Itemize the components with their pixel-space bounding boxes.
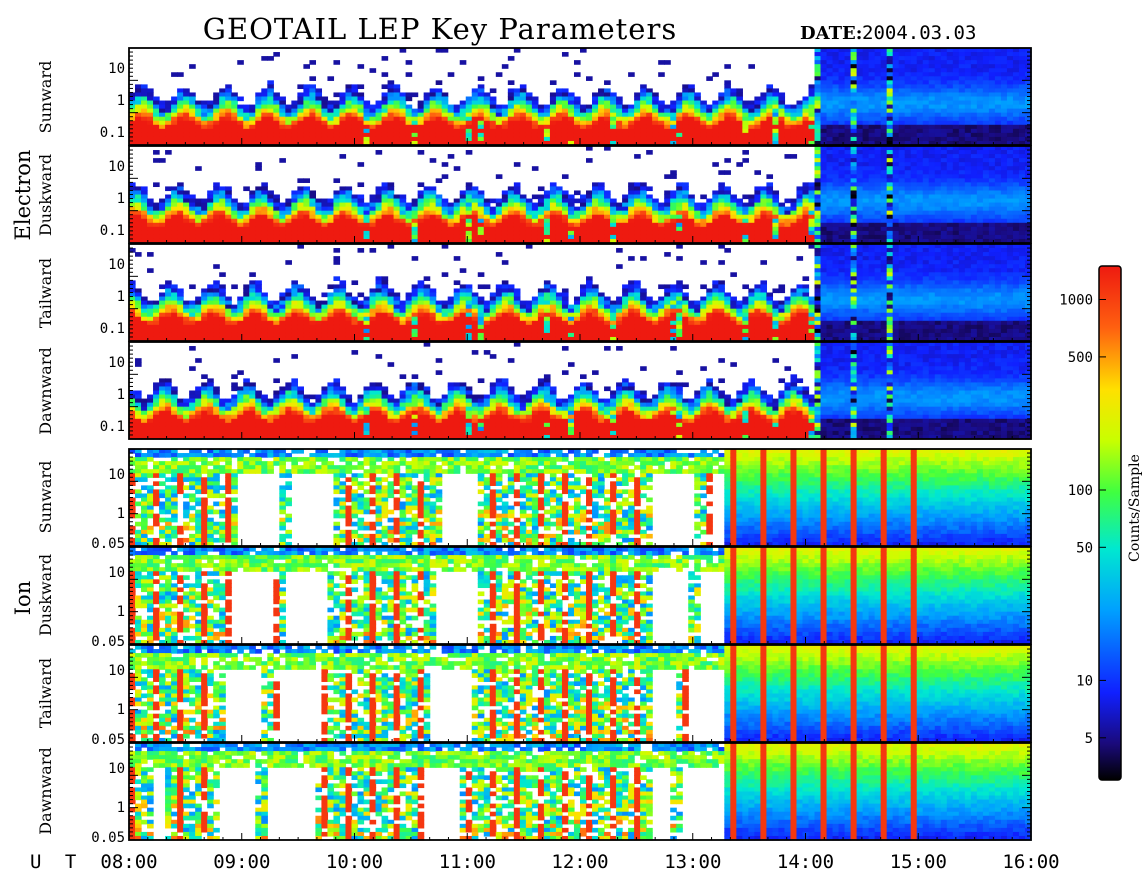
colorbar-label: Counts/Sample: [1127, 454, 1142, 562]
spectrogram-panels: [129, 48, 1032, 841]
panel-label-ion-dawnward: Dawnward: [36, 747, 55, 835]
group-label-electron: Electron: [11, 150, 35, 241]
time-tick-label: 14:00: [777, 851, 834, 873]
panel-label-electron-duskward: Duskward: [36, 154, 55, 236]
energy-tick-label: 1: [117, 800, 125, 816]
date-value: 2004.03.03: [862, 22, 976, 44]
energy-tick-label: 10: [108, 355, 125, 371]
time-axis-label: U T: [30, 851, 82, 873]
energy-tick-label: 0.05: [91, 830, 125, 846]
energy-tick-label: 1: [117, 289, 125, 305]
panel-label-ion-duskward: Duskward: [36, 554, 55, 636]
spectrogram-panel-electron-tailward: [129, 244, 1032, 342]
chart-title: GEOTAIL LEP Key Parameters: [203, 12, 677, 46]
colorbar-tick-label: 500: [1068, 350, 1093, 366]
colorbar-tick-label: 50: [1076, 540, 1093, 556]
spectrogram-panel-electron-dawnward: [129, 342, 1032, 440]
energy-tick-label: 1: [117, 604, 125, 620]
panel-label-electron-dawnward: Dawnward: [36, 347, 55, 435]
colorbar-tick-label: 100: [1068, 483, 1093, 499]
time-tick-label: 10:00: [326, 851, 383, 873]
energy-tick-label: 1: [117, 387, 125, 403]
time-axis: U T 08:00 09:00 10:00 11:00 12:00 13:00 14:00 1…: [30, 851, 1060, 873]
energy-tick-label: 1: [117, 506, 125, 522]
spectrogram-panel-ion-tailward: [129, 645, 1032, 743]
energy-tick-label: 10: [108, 257, 125, 273]
spectrogram-panel-ion-sunward: [129, 449, 1032, 547]
energy-tick-label: 1: [117, 702, 125, 718]
energy-tick-label: 0.05: [91, 536, 125, 552]
energy-tick-label: 10: [108, 663, 125, 679]
group-label-ion: Ion: [11, 581, 35, 615]
panel-label-ion-sunward: Sunward: [36, 461, 55, 534]
energy-tick-label: 10: [108, 467, 125, 483]
time-tick-label: 16:00: [1002, 851, 1059, 873]
energy-tick-label: 10: [108, 61, 125, 77]
lep-spectrogram-figure: GEOTAIL LEP Key Parameters DATE: 2004.03…: [0, 0, 1142, 880]
energy-tick-label: 0.1: [100, 125, 125, 141]
energy-tick-label: 0.05: [91, 634, 125, 650]
time-tick-label: 12:00: [551, 851, 608, 873]
colorbar-tick-label: 5: [1085, 731, 1093, 747]
panel-label-ion-tailward: Tailward: [36, 658, 55, 728]
colorbar-gradient: [1099, 266, 1121, 780]
colorbar-tick-label: 1000: [1059, 293, 1093, 309]
energy-tick-label: 0.05: [91, 732, 125, 748]
spectrogram-panel-ion-dawnward: [129, 743, 1032, 841]
energy-tick-label: 10: [108, 159, 125, 175]
energy-tick-label: 0.1: [100, 223, 125, 239]
energy-tick-labels: 1010.11010.11010.11010.11010.051010.0510…: [91, 61, 125, 846]
colorbar-tick-label: 10: [1076, 673, 1093, 689]
energy-tick-label: 1: [117, 93, 125, 109]
energy-tick-label: 10: [108, 761, 125, 777]
energy-tick-label: 10: [108, 565, 125, 581]
colorbar: 1000 500 100 50 10 5 Counts/Sample: [1059, 266, 1142, 780]
energy-tick-label: 0.1: [100, 419, 125, 435]
energy-tick-label: 0.1: [100, 321, 125, 337]
energy-tick-label: 1: [117, 191, 125, 207]
panel-label-electron-tailward: Tailward: [36, 258, 55, 328]
time-tick-label: 08:00: [100, 851, 157, 873]
time-tick-label: 11:00: [439, 851, 496, 873]
panel-label-electron-sunward: Sunward: [36, 61, 55, 134]
spectrogram-panel-ion-duskward: [129, 547, 1032, 645]
time-tick-label: 13:00: [664, 851, 721, 873]
date-label: DATE:: [800, 23, 862, 44]
time-tick-label: 15:00: [890, 851, 947, 873]
time-tick-label: 09:00: [213, 851, 270, 873]
spectrogram-panel-electron-duskward: [129, 146, 1032, 244]
spectrogram-panel-electron-sunward: [129, 48, 1032, 146]
